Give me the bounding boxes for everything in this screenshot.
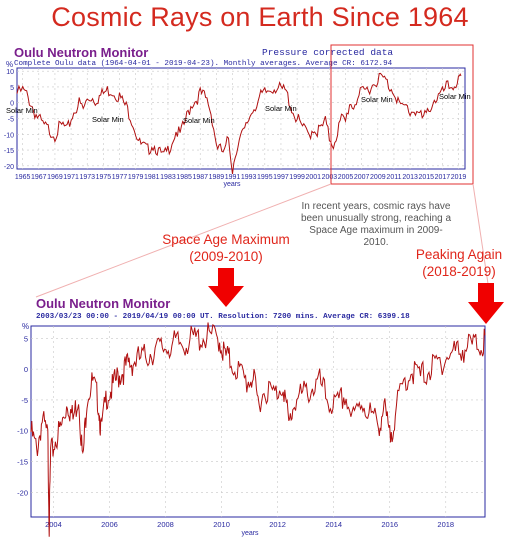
top-chart: 10 5 0 -5 -10 -15 -20 1965 1967 1969 1971 1973 1975… (4, 60, 471, 188)
top-y-ticks: 10 5 0 -5 -10 -15 -20 (4, 69, 14, 171)
main-title: Cosmic Rays on Earth Since 1964 (51, 2, 469, 32)
bottom-y-tick-label: -15 (17, 458, 28, 467)
solar-min-label-5: Solar Min (361, 95, 393, 104)
bottom-x-tick-label: 2010 (213, 520, 230, 529)
top-x-tick-label: 1995 (257, 174, 273, 181)
top-x-tick-label: 2007 (354, 174, 370, 181)
bottom-y-tick-label: -5 (21, 396, 28, 405)
bottom-x-axis-label: years (241, 530, 259, 537)
top-unit-label: % (6, 60, 13, 69)
top-x-tick-label: 1979 (128, 174, 144, 181)
top-series-line (16, 72, 462, 175)
note-text: In recent years, cosmic rays have been u… (300, 201, 452, 248)
bottom-monitor-title: Oulu Neutron Monitor (36, 296, 171, 311)
bottom-x-tick-label: 2012 (269, 520, 286, 529)
top-x-tick-label: 2003 (322, 174, 338, 181)
top-x-tick-label: 1967 (31, 174, 47, 181)
top-x-tick-label: 2001 (305, 174, 321, 181)
space-age-line-1: Space Age Maximum (162, 232, 290, 247)
top-x-tick-label: 1975 (96, 174, 112, 181)
bottom-subtitle: 2003/03/23 00:00 - 2019/04/19 00:00 UT. … (36, 313, 410, 321)
bottom-x-ticks: 2004 2006 2008 2010 2012 2014 2016 2018 (45, 520, 454, 529)
top-x-tick-label: 1999 (289, 174, 305, 181)
bottom-chart: 50-5-10-15-20 2004 2006 2008 2010 2012 2014 20… (17, 322, 486, 537)
bottom-x-tick-label: 2004 (45, 520, 62, 529)
space-age-annotation: Space Age Maximum (2009-2010) (145, 231, 307, 265)
top-x-tick-label: 2015 (418, 174, 434, 181)
peaking-line-2: (2018-2019) (422, 264, 496, 279)
solar-min-label-2: Solar Min (92, 115, 124, 124)
top-y-tick-label: -10 (4, 132, 14, 139)
bottom-x-tick-label: 2008 (157, 520, 174, 529)
top-y-tick-label: 10 (6, 69, 14, 76)
pressure-note: Pressure corrected data (262, 47, 394, 58)
zoom-line-right (472, 183, 491, 298)
space-age-arrow (208, 268, 244, 307)
solar-min-label-6: Solar Min (439, 92, 471, 101)
bottom-x-tick-label: 2006 (101, 520, 118, 529)
bottom-y-tick-label: 5 (24, 334, 28, 343)
top-x-ticks: 1965 1967 1969 1971 1973 1975 1977 1979 1981 1983… (15, 174, 467, 181)
top-x-tick-label: 1987 (192, 174, 208, 181)
zoom-line-left (35, 183, 332, 298)
top-x-tick-label: 2011 (386, 174, 401, 181)
top-x-tick-label: 1977 (112, 174, 128, 181)
bottom-y-tick-label: -20 (17, 488, 28, 497)
top-x-tick-label: 2009 (370, 174, 386, 181)
bottom-y-tick-label: 0 (24, 365, 28, 374)
peaking-annotation: Peaking Again (2018-2019) (402, 246, 516, 280)
top-x-tick-label: 1971 (63, 174, 79, 181)
solar-min-label-1: Solar Min (6, 106, 38, 115)
bottom-x-tick-label: 2018 (437, 520, 454, 529)
top-y-tick-label: -5 (8, 117, 14, 124)
bottom-plot-frame (30, 325, 486, 518)
top-x-tick-label: 1991 (225, 174, 241, 181)
top-x-tick-label: 1965 (15, 174, 31, 181)
top-monitor-title: Oulu Neutron Monitor (14, 45, 149, 60)
top-y-tick-label: -20 (4, 164, 14, 171)
top-x-tick-label: 1983 (160, 174, 176, 181)
peaking-line-1: Peaking Again (415, 247, 503, 262)
top-x-tick-label: 1993 (241, 174, 257, 181)
bottom-series-line (30, 322, 486, 537)
bottom-unit-label: % (22, 322, 29, 331)
top-grid (17, 68, 465, 169)
bottom-x-tick-label: 2014 (325, 520, 342, 529)
bottom-y-tick-label: -10 (17, 427, 28, 436)
solar-min-label-4: Solar Min (265, 104, 297, 113)
top-x-tick-label: 1973 (79, 174, 95, 181)
highlight-box (330, 44, 474, 185)
space-age-line-2: (2009-2010) (189, 249, 263, 264)
bottom-x-tick-label: 2016 (381, 520, 398, 529)
top-x-tick-label: 2019 (451, 174, 467, 181)
top-x-tick-label: 1981 (144, 174, 160, 181)
top-y-tick-label: 5 (10, 85, 14, 92)
top-x-tick-label: 2013 (402, 174, 418, 181)
top-x-tick-label: 1969 (47, 174, 63, 181)
top-x-tick-label: 2017 (435, 174, 451, 181)
top-subtitle: Complete Oulu data (1964-04-01 - 2019-04… (14, 60, 393, 68)
top-y-tick-label: 0 (10, 101, 14, 108)
solar-min-label-3: Solar Min (183, 116, 215, 125)
top-x-tick-label: 1989 (209, 174, 225, 181)
top-y-tick-label: -15 (4, 148, 14, 155)
bottom-y-ticks: 5 0 -5 -10 -15 -20 (17, 334, 28, 497)
peaking-arrow (468, 283, 504, 324)
top-x-tick-label: 1985 (176, 174, 192, 181)
top-x-tick-label: 2005 (338, 174, 354, 181)
top-x-axis-label: years (223, 181, 241, 188)
top-x-tick-label: 1997 (273, 174, 289, 181)
top-plot-frame (16, 67, 466, 170)
